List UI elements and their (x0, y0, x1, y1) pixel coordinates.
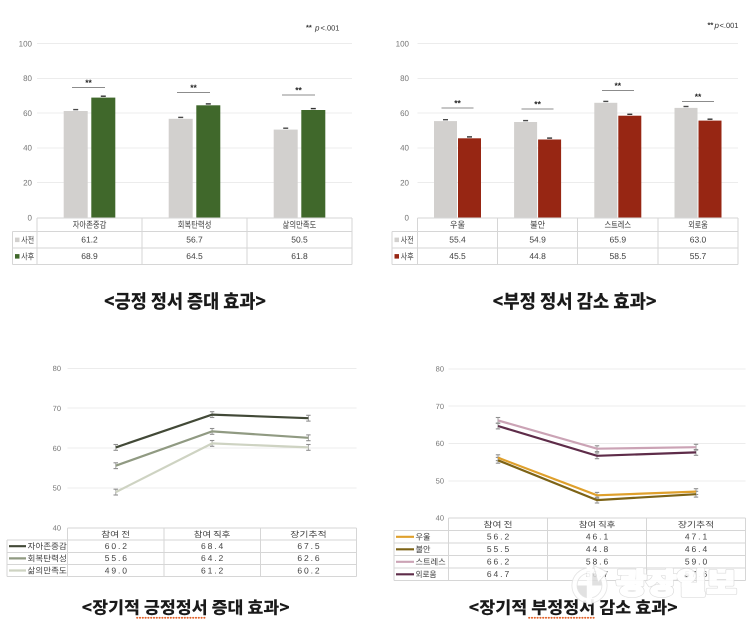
svg-text:59.0: 59.0 (685, 557, 709, 567)
svg-text:**: ** (190, 83, 197, 93)
svg-text:61.2: 61.2 (201, 565, 225, 575)
svg-text:0: 0 (405, 213, 410, 222)
svg-text:60: 60 (53, 444, 61, 453)
svg-text:50.5: 50.5 (291, 235, 308, 245)
svg-text:**: ** (295, 85, 302, 95)
svg-text:60: 60 (400, 109, 409, 118)
svg-text:58.6: 58.6 (586, 557, 610, 567)
svg-text:63.0: 63.0 (690, 235, 707, 245)
svg-text:**: ** (534, 99, 541, 109)
svg-text:60.2: 60.2 (297, 565, 321, 575)
svg-text:45.5: 45.5 (449, 251, 466, 261)
svg-text:61.8: 61.8 (291, 251, 308, 261)
svg-text:50: 50 (436, 476, 444, 485)
svg-text:64.7: 64.7 (487, 569, 511, 579)
svg-text:**: ** (695, 92, 702, 102)
svg-text:49.0: 49.0 (105, 565, 129, 575)
svg-text:66.2: 66.2 (487, 557, 511, 567)
svg-text:<.001: <.001 (720, 21, 739, 30)
svg-text:64.2: 64.2 (201, 553, 225, 563)
svg-text:60.2: 60.2 (105, 541, 129, 551)
svg-text:<.001: <.001 (321, 24, 340, 33)
svg-text:50: 50 (53, 484, 61, 493)
svg-text:0: 0 (28, 213, 33, 222)
svg-text:47.1: 47.1 (685, 532, 709, 542)
svg-text:64.5: 64.5 (186, 251, 203, 261)
svg-text:70: 70 (436, 402, 444, 411)
svg-text:40: 40 (23, 144, 32, 153)
svg-text:58.5: 58.5 (610, 251, 627, 261)
svg-text:55.6: 55.6 (105, 553, 129, 563)
svg-text:**: ** (306, 23, 312, 32)
svg-text:**: ** (614, 80, 621, 90)
svg-text:65.9: 65.9 (610, 235, 627, 245)
svg-text:60: 60 (23, 109, 32, 118)
svg-text:**: ** (85, 78, 92, 88)
svg-text:100: 100 (19, 39, 33, 48)
svg-text:68.9: 68.9 (81, 251, 98, 261)
svg-text:80: 80 (23, 74, 32, 83)
svg-text:67.5: 67.5 (297, 541, 321, 551)
svg-text:40: 40 (53, 524, 61, 533)
svg-text:80: 80 (53, 364, 61, 373)
svg-text:68.4: 68.4 (201, 541, 225, 551)
svg-text:20: 20 (400, 179, 409, 188)
svg-text:70: 70 (53, 404, 61, 413)
svg-text:46.1: 46.1 (586, 532, 610, 542)
svg-text:46.4: 46.4 (685, 544, 709, 554)
svg-text:**: ** (708, 21, 714, 30)
svg-text:56.7: 56.7 (186, 235, 203, 245)
svg-text:55.5: 55.5 (487, 544, 511, 554)
svg-text:40: 40 (400, 144, 409, 153)
svg-text:55.4: 55.4 (449, 235, 466, 245)
svg-text:80: 80 (400, 74, 409, 83)
svg-text:44.8: 44.8 (586, 544, 610, 554)
svg-text:p: p (714, 21, 720, 30)
svg-text:p: p (314, 24, 320, 33)
svg-text:44.8: 44.8 (529, 251, 546, 261)
svg-text:55.7: 55.7 (690, 251, 707, 261)
svg-text:20: 20 (23, 179, 32, 188)
svg-text:80: 80 (436, 365, 444, 374)
svg-text:40: 40 (436, 514, 444, 523)
svg-text:62.6: 62.6 (297, 553, 321, 563)
svg-text:56.2: 56.2 (487, 532, 511, 542)
svg-text:61.2: 61.2 (81, 235, 98, 245)
svg-text:100: 100 (396, 39, 410, 48)
svg-text:**: ** (454, 98, 461, 108)
svg-text:60: 60 (436, 439, 444, 448)
svg-text:54.9: 54.9 (529, 235, 546, 245)
